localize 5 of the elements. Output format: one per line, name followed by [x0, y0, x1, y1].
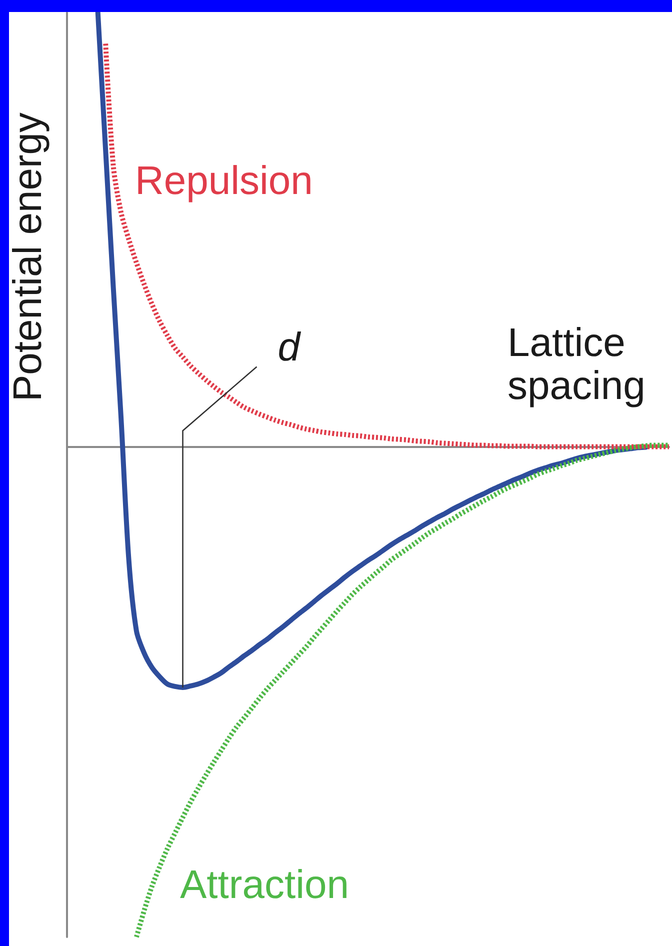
y-axis-title: Potential energy: [6, 112, 50, 402]
annotation: d: [278, 326, 302, 370]
series-label: Repulsion: [135, 159, 313, 203]
x-axis-title: Lattice spacing: [508, 321, 646, 408]
series-label: Attraction: [180, 863, 349, 907]
